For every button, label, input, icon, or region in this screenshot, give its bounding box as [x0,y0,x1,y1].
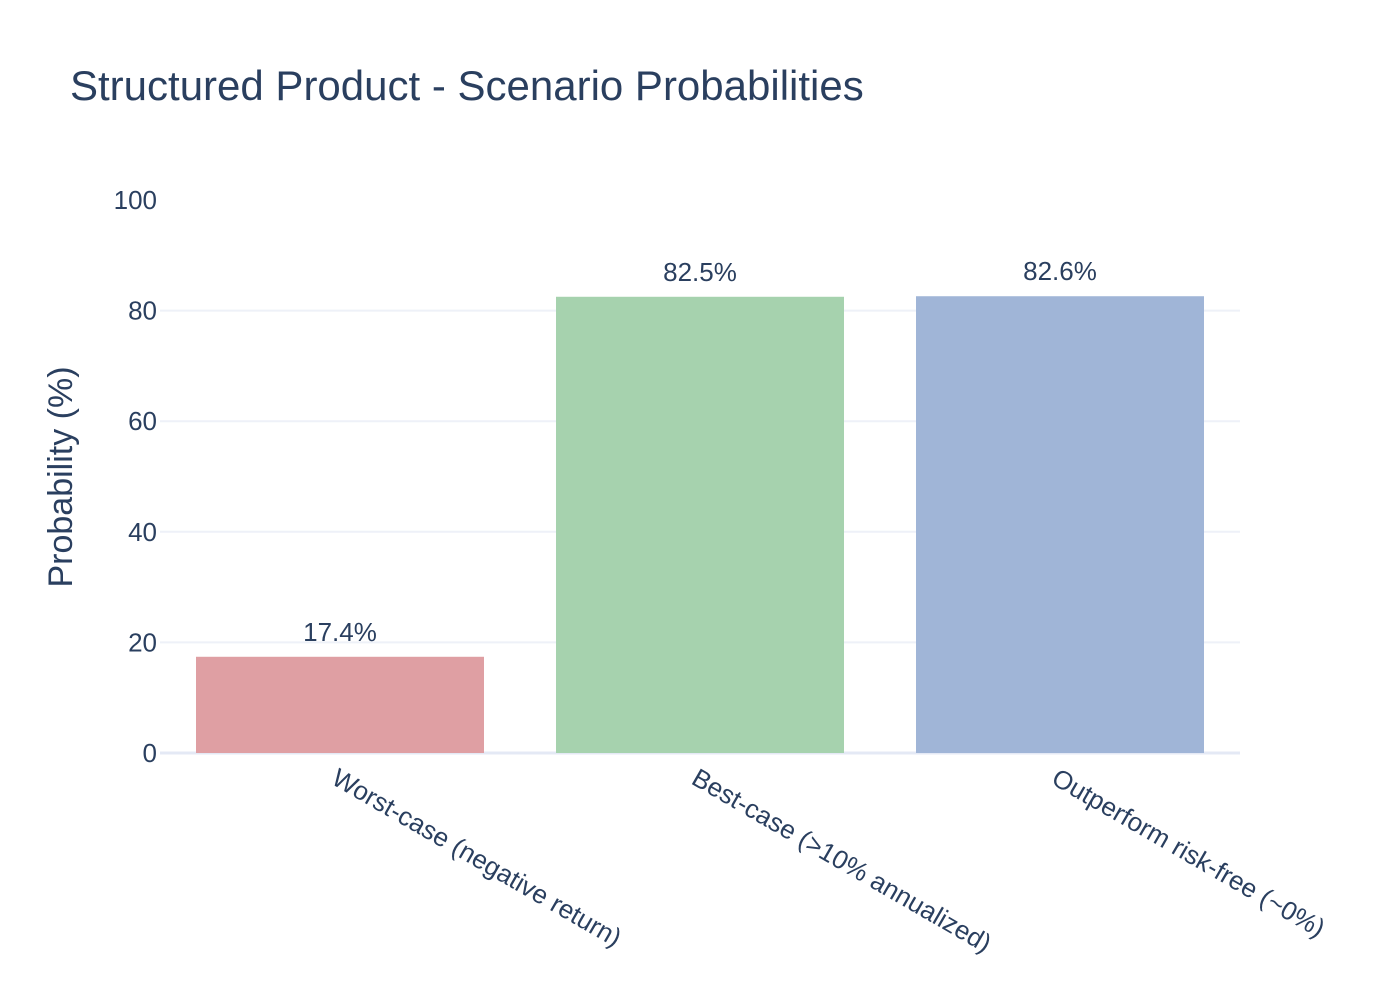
x-category-label: Outperform risk-free (~0%) [1047,762,1330,943]
bar[interactable] [196,656,484,753]
y-axis-ticks: 0 20 40 60 80 100 [114,185,157,768]
bar[interactable] [916,296,1204,753]
bar-data-label: 82.5% [663,257,737,287]
y-tick-label: 40 [128,517,157,547]
y-tick-label: 0 [143,738,157,768]
y-tick-label: 100 [114,185,157,215]
bar[interactable] [556,296,844,753]
bar-data-label: 17.4% [303,617,377,647]
data-labels: 17.4% 82.5% 82.6% [303,256,1097,647]
x-category-label: Best-case (>10% annualized) [687,762,997,958]
y-axis-title: Probability (%) [42,366,80,587]
x-axis-categories: Worst-case (negative return) Best-case (>… [327,762,1330,958]
y-tick-label: 20 [128,627,157,657]
x-category-label: Worst-case (negative return) [327,762,627,952]
chart-title: Structured Product - Scenario Probabilit… [70,62,864,109]
bars [196,296,1204,753]
y-tick-label: 80 [128,296,157,326]
bar-data-label: 82.6% [1023,256,1097,286]
y-tick-label: 60 [128,406,157,436]
